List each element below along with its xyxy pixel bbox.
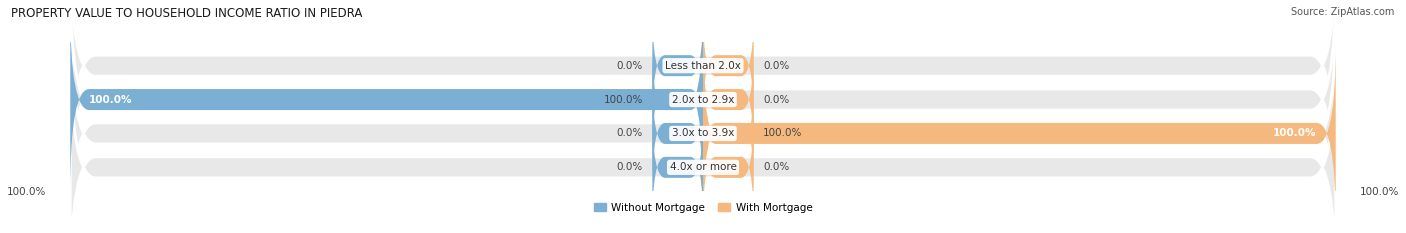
FancyBboxPatch shape	[70, 0, 1336, 191]
Text: PROPERTY VALUE TO HOUSEHOLD INCOME RATIO IN PIEDRA: PROPERTY VALUE TO HOUSEHOLD INCOME RATIO…	[11, 7, 363, 20]
FancyBboxPatch shape	[703, 110, 754, 225]
Text: 2.0x to 2.9x: 2.0x to 2.9x	[672, 95, 734, 105]
Text: 3.0x to 3.9x: 3.0x to 3.9x	[672, 128, 734, 138]
Text: Source: ZipAtlas.com: Source: ZipAtlas.com	[1291, 7, 1395, 17]
Text: Less than 2.0x: Less than 2.0x	[665, 61, 741, 71]
FancyBboxPatch shape	[652, 76, 703, 191]
FancyBboxPatch shape	[703, 8, 754, 123]
Text: 0.0%: 0.0%	[617, 61, 643, 71]
Text: 100.0%: 100.0%	[7, 187, 46, 197]
FancyBboxPatch shape	[652, 42, 703, 157]
FancyBboxPatch shape	[703, 76, 754, 191]
Text: 100.0%: 100.0%	[89, 95, 132, 105]
Text: 0.0%: 0.0%	[617, 128, 643, 138]
FancyBboxPatch shape	[70, 8, 703, 191]
Text: 100.0%: 100.0%	[1360, 187, 1399, 197]
FancyBboxPatch shape	[652, 8, 703, 123]
FancyBboxPatch shape	[70, 42, 1336, 233]
FancyBboxPatch shape	[70, 0, 1336, 225]
Text: 0.0%: 0.0%	[763, 95, 789, 105]
Text: 0.0%: 0.0%	[763, 162, 789, 172]
FancyBboxPatch shape	[703, 42, 1336, 225]
FancyBboxPatch shape	[652, 110, 703, 225]
FancyBboxPatch shape	[70, 8, 1336, 233]
Text: 100.0%: 100.0%	[603, 95, 643, 105]
Text: 0.0%: 0.0%	[763, 61, 789, 71]
FancyBboxPatch shape	[703, 42, 754, 157]
Text: 100.0%: 100.0%	[763, 128, 803, 138]
Text: 4.0x or more: 4.0x or more	[669, 162, 737, 172]
Text: 100.0%: 100.0%	[1274, 128, 1317, 138]
Legend: Without Mortgage, With Mortgage: Without Mortgage, With Mortgage	[593, 203, 813, 213]
Text: 0.0%: 0.0%	[617, 162, 643, 172]
